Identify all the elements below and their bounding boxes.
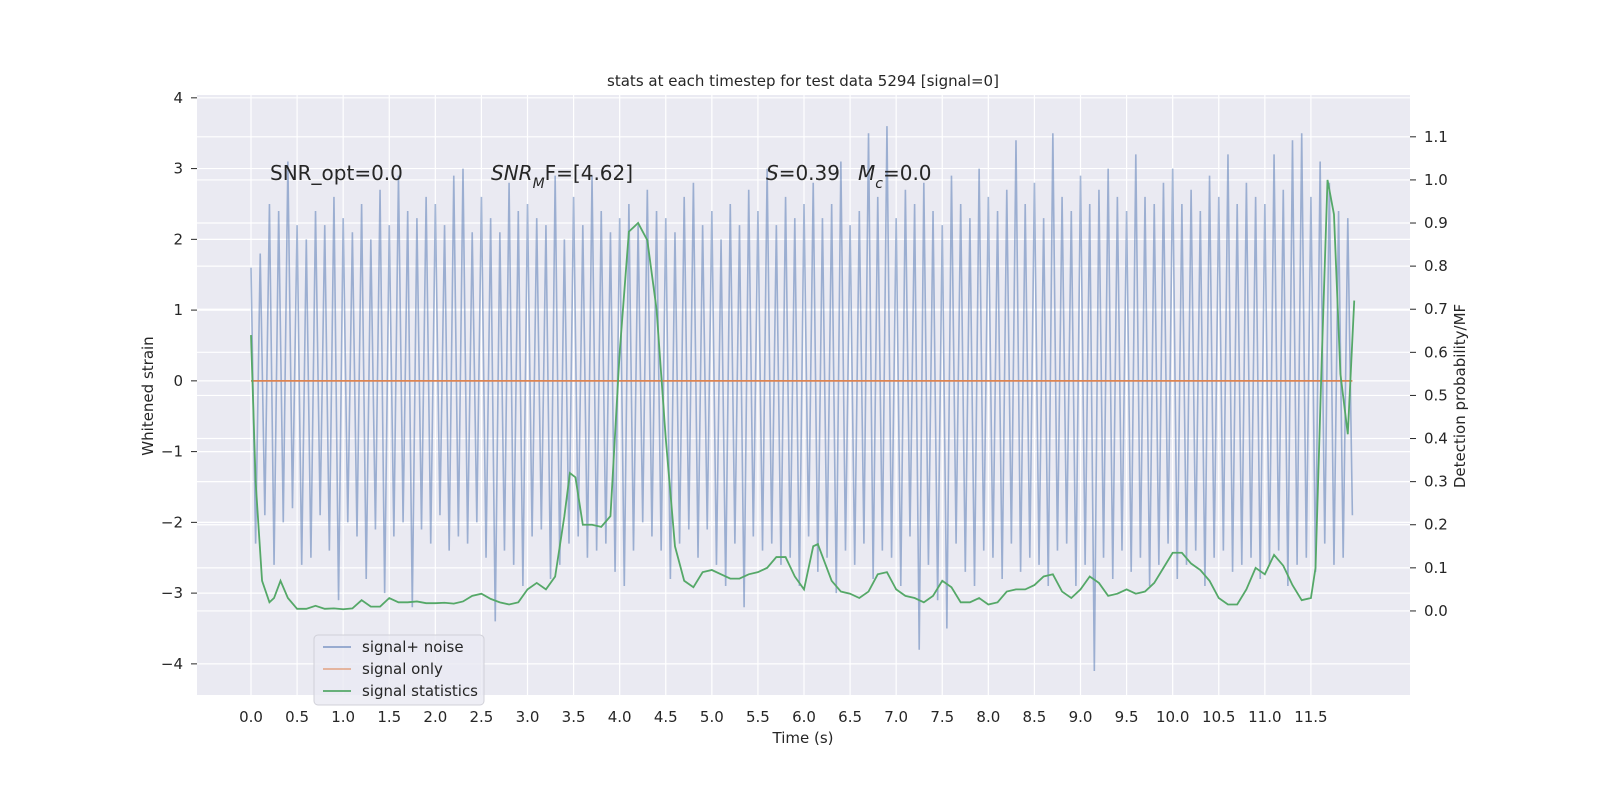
y-tick-label: −2 [161,513,183,531]
x-tick-label: 2.5 [469,708,493,726]
annotation-part: =0.39 [779,161,840,185]
x-tick-label: 10.0 [1156,708,1189,726]
x-tick-label: 6.0 [792,708,816,726]
annotation-part: F=[4.62] [545,161,633,185]
x-tick-label: 7.0 [884,708,908,726]
x-tick-label: 3.0 [516,708,540,726]
x-tick-label: 5.5 [746,708,770,726]
legend-label: signal statistics [362,682,478,700]
x-tick-label: 9.5 [1115,708,1139,726]
x-tick-label: 5.0 [700,708,724,726]
x-tick-label: 6.5 [838,708,862,726]
legend-box [313,634,485,706]
x-tick-label: 4.5 [654,708,678,726]
x-tick-label: 9.0 [1069,708,1093,726]
x-tick-label: 11.5 [1294,708,1327,726]
y-tick-label: 4 [173,89,183,107]
x-tick-label: 3.5 [562,708,586,726]
annotation: S=0.39 [766,161,840,185]
x-tick-label: 2.0 [423,708,447,726]
x-tick-label: 8.5 [1022,708,1046,726]
y2-tick-label: 0.7 [1424,300,1448,318]
x-tick-label: 4.0 [608,708,632,726]
x-tick-label: 0.0 [239,708,263,726]
y2-tick-label: 0.0 [1424,602,1448,620]
annotation-part: SNR [491,161,533,185]
annotation-part: M [533,176,545,192]
annotation: Mc=0.0 [858,161,932,192]
y2-tick-label: 0.9 [1424,214,1448,232]
annotation-part: M [858,161,875,185]
y2-tick-label: 0.3 [1424,473,1448,491]
y-tick-label: −1 [161,443,183,461]
legend-label: signal only [362,660,443,678]
x-tick-label: 10.5 [1202,708,1235,726]
annotation-part: S [766,161,779,185]
y2-tick-label: 0.4 [1424,430,1448,448]
chart-title: stats at each timestep for test data 529… [607,72,999,90]
x-tick-label: 7.5 [930,708,954,726]
y-tick-label: 0 [173,372,183,390]
annotation-part: c [875,176,883,192]
y2-tick-label: 0.8 [1424,257,1448,275]
annotation-part: =0.0 [883,161,932,185]
x-axis-label: Time (s) [772,729,834,747]
legend: signal+ noise signal only signal statistic… [313,634,485,706]
annotation-part: SNR_opt=0.0 [270,161,403,185]
marks [250,126,1356,671]
y-tick-label: 3 [173,160,183,178]
y-tick-label: 1 [173,301,183,319]
y2-axis-label: Detection probability/MF [1451,304,1469,488]
x-tick-label: 1.5 [377,708,401,726]
y2-tick-label: 1.1 [1424,128,1448,146]
labels: 0.0 0.5 1.0 1.5 2.0 2.5 3.0 3.5 4.0 4.5 5.0 5.5 6.0 6… [161,89,1448,726]
y-tick-label: −3 [161,584,183,602]
series-line [250,126,1354,671]
y2-tick-label: 0.2 [1424,516,1448,534]
y2-tick-label: 0.1 [1424,559,1448,577]
annotation: SNR_opt=0.0 [270,161,403,185]
legend-label: signal+ noise [362,638,464,656]
y2-tick-label: 0.5 [1424,386,1448,404]
y-tick-label: −4 [161,655,183,673]
y2-tick-label: 0.6 [1424,343,1448,361]
x-tick-label: 11.0 [1248,708,1281,726]
series-line [250,179,1356,611]
y2-tick-label: 1.0 [1424,171,1448,189]
y-axis-label: Whitened strain [139,336,157,455]
x-tick-label: 1.0 [331,708,355,726]
x-tick-label: 0.5 [285,708,309,726]
y-tick-label: 2 [173,230,183,248]
annotation: SNRMF=[4.62] [491,161,633,192]
x-tick-label: 8.0 [976,708,1000,726]
